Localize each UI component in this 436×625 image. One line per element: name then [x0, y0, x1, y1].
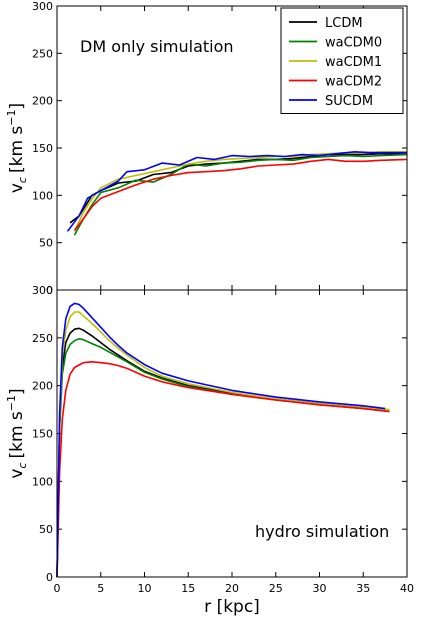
x-tick-label: 20 — [225, 582, 239, 595]
y-tick-label: 250 — [32, 332, 53, 345]
y-tick-label: 300 — [32, 0, 53, 13]
y-axis-label-units: [km s — [7, 411, 27, 458]
y-tick-label: 150 — [32, 428, 53, 441]
y-axis-label-main: v — [7, 469, 27, 479]
y-tick-label: 0 — [46, 284, 53, 297]
y-tick-label: 50 — [39, 523, 53, 536]
panel-annotation: DM only simulation — [80, 37, 234, 56]
y-tick-label: 150 — [32, 142, 53, 155]
x-tick-label: 40 — [400, 582, 414, 595]
y-axis-label-close: ] — [7, 103, 27, 110]
y-tick-label: 200 — [32, 380, 53, 393]
legend-label-sucdm: SUCDM — [325, 94, 373, 109]
y-axis-label: vc [km s−1] — [5, 388, 29, 478]
y-axis-label-main: v — [7, 183, 27, 193]
y-axis-label-exp: −1 — [5, 109, 18, 125]
series-line-wacdm1 — [56, 311, 390, 578]
y-axis-label-sub: c — [16, 463, 29, 469]
series-line-wacdm2 — [56, 361, 390, 578]
y-tick-label: 300 — [32, 284, 53, 297]
series-line-wacdm2 — [73, 158, 408, 231]
series-line-sucdm — [56, 302, 386, 578]
y-tick-label: 50 — [39, 237, 53, 250]
x-tick-label: 35 — [356, 582, 370, 595]
y-tick-label: 100 — [32, 475, 53, 488]
x-tick-label: 10 — [138, 582, 152, 595]
legend-label-wacdm0: waCDM0 — [325, 36, 382, 51]
x-tick-label: 30 — [313, 582, 327, 595]
series-line-wacdm0 — [73, 153, 408, 236]
y-axis-label-close: ] — [7, 388, 27, 395]
series-line-sucdm — [66, 151, 407, 232]
legend-label-wacdm1: waCDM1 — [325, 55, 382, 70]
top-panel-dm-only: 0 50 100 150 200 250 300 DM only simulation vc [k… — [5, 0, 408, 297]
y-tick-label: 0 — [46, 571, 53, 584]
y-axis-label-units: [km s — [7, 126, 27, 173]
panel-annotation: hydro simulation — [255, 522, 389, 541]
plot-area — [57, 290, 407, 577]
legend: LCDM waCDM0 waCDM1 waCDM2 SUCDM — [280, 7, 404, 114]
y-tick-label: 200 — [32, 95, 53, 108]
legend-label-wacdm2: waCDM2 — [325, 75, 382, 90]
y-tick-label: 100 — [32, 189, 53, 202]
plot-frame — [56, 289, 408, 578]
x-axis-label: r [kpc] — [204, 597, 260, 617]
x-tick-label: 25 — [269, 582, 283, 595]
y-axis-label-sub: c — [16, 177, 29, 183]
y-tick-label: 250 — [32, 47, 53, 60]
y-axis-label-exp: −1 — [5, 395, 18, 411]
x-tick-label: 15 — [181, 582, 195, 595]
legend-label-lcdm: LCDM — [325, 16, 363, 31]
x-tick-label: 5 — [97, 582, 104, 595]
x-tick-label: 0 — [54, 582, 61, 595]
y-axis-label: vc [km s−1] — [5, 103, 29, 193]
